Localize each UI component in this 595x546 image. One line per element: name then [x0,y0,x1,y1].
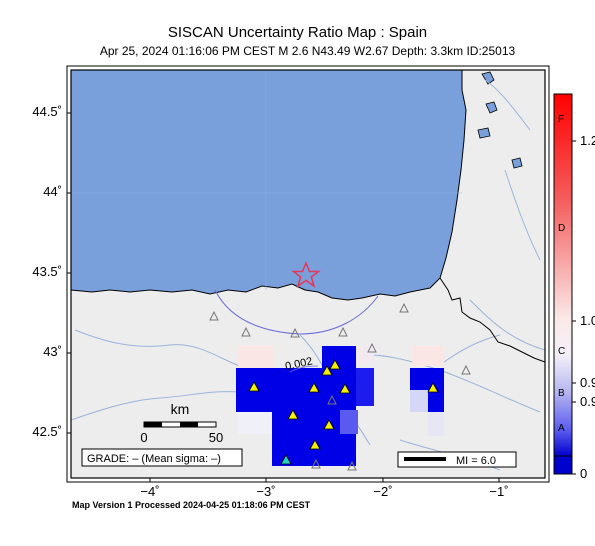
colorbar-tick: 0.9 [580,394,595,409]
scale-end: 50 [209,430,223,445]
station-markers-yellow [248,359,439,450]
lat-tick-label: 44.5˚ [32,104,62,119]
station-marker-cyan [280,454,292,465]
axis-tick-marks [67,112,500,482]
colorbar-grade: B [558,388,565,399]
scale-unit: km [171,401,190,417]
colorbar-tick: 0.9 [580,375,595,390]
lat-tick-label: 44˚ [43,184,62,199]
lake-2 [477,127,491,139]
scale-start: 0 [140,430,147,445]
colorbar-tick: 1.0 [580,313,595,328]
grade-box [81,448,243,467]
colorbar-bottom-swatch [553,455,573,475]
epicenter-star [291,260,321,288]
colorbar [553,93,573,457]
lat-tick-label: 42.5˚ [32,424,62,439]
lon-tick-label: −2˚ [373,484,393,499]
uncertainty-contour [214,289,379,335]
colorbar-grade: D [558,223,566,234]
station-markers-gray [209,302,471,471]
event-subtitle: Apr 25, 2024 01:16:06 PM CEST M 2.6 N43.… [99,44,516,58]
lat-tick-label: 43˚ [43,344,62,359]
lon-tick-label: −4˚ [140,484,160,499]
sea-area [71,70,467,301]
map-title: SISCAN Uncertainty Ratio Map : Spain [167,24,428,41]
lake-3 [511,157,523,169]
colorbar-tick: 0 [580,466,588,481]
colorbar-tick: 1.2 [580,133,595,148]
grade-text: GRADE: – (Mean sigma: –) [87,453,221,465]
footer-processed: Map Version 1 Processed 2024-04-25 01:18… [72,500,311,510]
colorbar-grade: A [558,423,565,434]
colorbar-grade: F [558,114,565,125]
mi-legend-box [397,451,517,468]
lon-tick-label: −1˚ [489,484,509,499]
rivers [71,79,545,471]
lon-tick-label: −3˚ [256,484,276,499]
contour-label: 0.002 [284,355,313,372]
lat-tick-label: 43.5˚ [32,264,62,279]
mi-legend-text: MI = 6.0 [456,455,496,467]
colorbar-grade: C [558,346,566,357]
scale-bar: km 0 50 [140,401,223,445]
mi-legend-bar [404,457,446,461]
lake-1 [485,101,498,114]
border-line [439,277,545,363]
